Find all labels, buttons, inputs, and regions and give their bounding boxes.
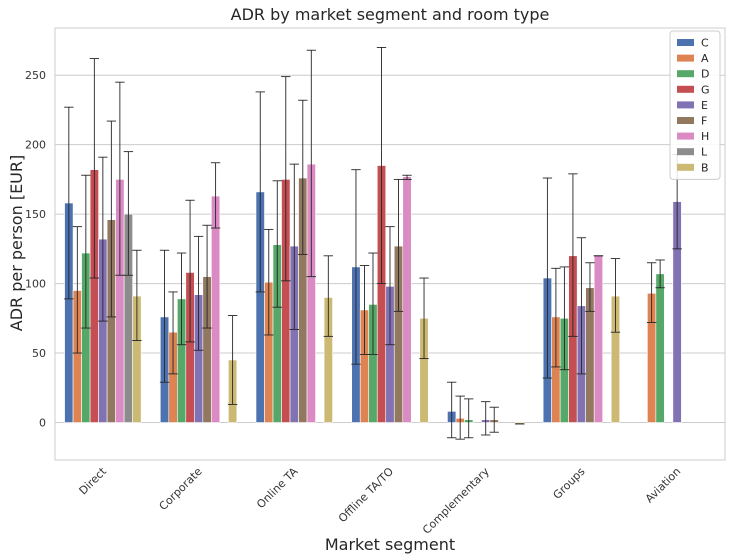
error-bar-A bbox=[646, 262, 657, 323]
error-bar-D bbox=[655, 259, 665, 289]
legend-label: D bbox=[701, 68, 709, 81]
x-tick-label: Online TA bbox=[254, 465, 301, 512]
error-bar-B bbox=[419, 277, 429, 360]
x-tick-label: Groups bbox=[551, 465, 588, 502]
x-tick-labels: Direct Corporate Online TA Offline TA/TO Com… bbox=[76, 464, 683, 536]
error-bar-E bbox=[385, 226, 395, 346]
error-bar-D bbox=[176, 252, 187, 346]
legend-swatch-D bbox=[677, 70, 694, 78]
error-bar-C bbox=[447, 381, 457, 439]
legend-label: L bbox=[701, 146, 708, 159]
error-bar-G bbox=[568, 173, 578, 337]
legend-swatch-G bbox=[677, 85, 694, 93]
y-axis-title: ADR per person [EUR] bbox=[7, 155, 26, 331]
error-bar-E bbox=[481, 401, 491, 436]
error-bar-H bbox=[306, 49, 316, 278]
error-bar-B bbox=[227, 315, 238, 405]
y-tick-label: 50 bbox=[32, 347, 46, 360]
error-bar-A bbox=[455, 395, 465, 440]
legend-label: B bbox=[701, 161, 709, 174]
legend-label: C bbox=[701, 37, 709, 50]
error-bar-D bbox=[368, 252, 378, 355]
x-tick-label: Corporate bbox=[157, 465, 205, 513]
error-bar-C bbox=[351, 169, 361, 365]
error-bar-F bbox=[489, 406, 499, 433]
error-bar-A bbox=[551, 267, 561, 368]
x-axis-title: Market segment bbox=[325, 535, 455, 554]
error-bar-H bbox=[115, 81, 125, 276]
plot-frame bbox=[54, 27, 726, 461]
legend-label: G bbox=[701, 83, 710, 96]
bar-H bbox=[211, 195, 221, 423]
error-bar-C bbox=[64, 106, 74, 300]
error-bar-B bbox=[132, 249, 142, 341]
error-bar-F bbox=[202, 224, 212, 329]
chart-title: ADR by market segment and room type bbox=[231, 5, 550, 24]
error-bar-D bbox=[272, 180, 282, 308]
error-bar-A bbox=[72, 226, 83, 354]
legend-swatch-C bbox=[677, 39, 694, 46]
legend-swatch-L bbox=[677, 148, 694, 156]
error-bar-A bbox=[168, 291, 178, 375]
error-bar-C bbox=[159, 249, 170, 383]
x-tick-label: Offline TA/TO bbox=[336, 465, 396, 525]
error-bar-G bbox=[185, 199, 195, 343]
legend-box bbox=[669, 30, 721, 180]
x-tick-label: Complementary bbox=[420, 465, 492, 537]
error-bar-F bbox=[106, 120, 117, 318]
error-bar-A bbox=[359, 265, 370, 355]
error-bar-E bbox=[98, 156, 108, 322]
error-bar-D bbox=[559, 266, 570, 371]
error-bar-A bbox=[264, 228, 274, 336]
error-bar-H bbox=[210, 162, 221, 229]
legend-label: F bbox=[701, 115, 707, 128]
y-tick-label: 100 bbox=[25, 278, 46, 291]
error-bar-D bbox=[464, 398, 474, 439]
y-tick-label: 250 bbox=[25, 69, 46, 82]
error-bar-D bbox=[81, 174, 91, 329]
bar-H bbox=[593, 255, 603, 423]
error-bar-F bbox=[393, 178, 404, 312]
error-bar-E bbox=[576, 237, 587, 375]
error-bar-G bbox=[89, 58, 100, 279]
error-bar-H bbox=[402, 174, 412, 180]
error-bar-G bbox=[376, 46, 387, 285]
error-bar-B bbox=[610, 258, 621, 333]
legend-swatch-F bbox=[677, 117, 694, 124]
x-tick-label: Aviation bbox=[643, 465, 684, 506]
error-bar-G bbox=[281, 76, 291, 282]
error-bar-B bbox=[323, 255, 333, 337]
x-tick-label: Direct bbox=[76, 464, 109, 497]
y-tick-label: 150 bbox=[25, 208, 46, 221]
error-bar-L bbox=[123, 151, 134, 276]
legend-swatch-A bbox=[677, 54, 694, 62]
bar-H bbox=[402, 176, 412, 423]
legend-swatch-E bbox=[677, 101, 694, 109]
y-tick-label: 200 bbox=[25, 139, 46, 152]
error-bar-E bbox=[193, 235, 204, 351]
error-bar-C bbox=[542, 177, 553, 379]
error-bar-E bbox=[289, 163, 299, 330]
error-bars bbox=[64, 46, 682, 440]
y-tick-labels: 0 50 100 150 200 250 bbox=[25, 69, 46, 429]
error-bar-C bbox=[255, 91, 265, 293]
legend-label: A bbox=[701, 52, 709, 65]
legend-swatch-B bbox=[677, 163, 694, 171]
bar-D bbox=[655, 273, 665, 423]
error-bar-F bbox=[298, 99, 308, 255]
error-bar-F bbox=[585, 262, 595, 312]
legend-label: E bbox=[701, 99, 708, 112]
y-tick-label: 0 bbox=[39, 416, 46, 429]
legend-swatch-H bbox=[677, 132, 694, 140]
legend-label: H bbox=[701, 130, 709, 143]
